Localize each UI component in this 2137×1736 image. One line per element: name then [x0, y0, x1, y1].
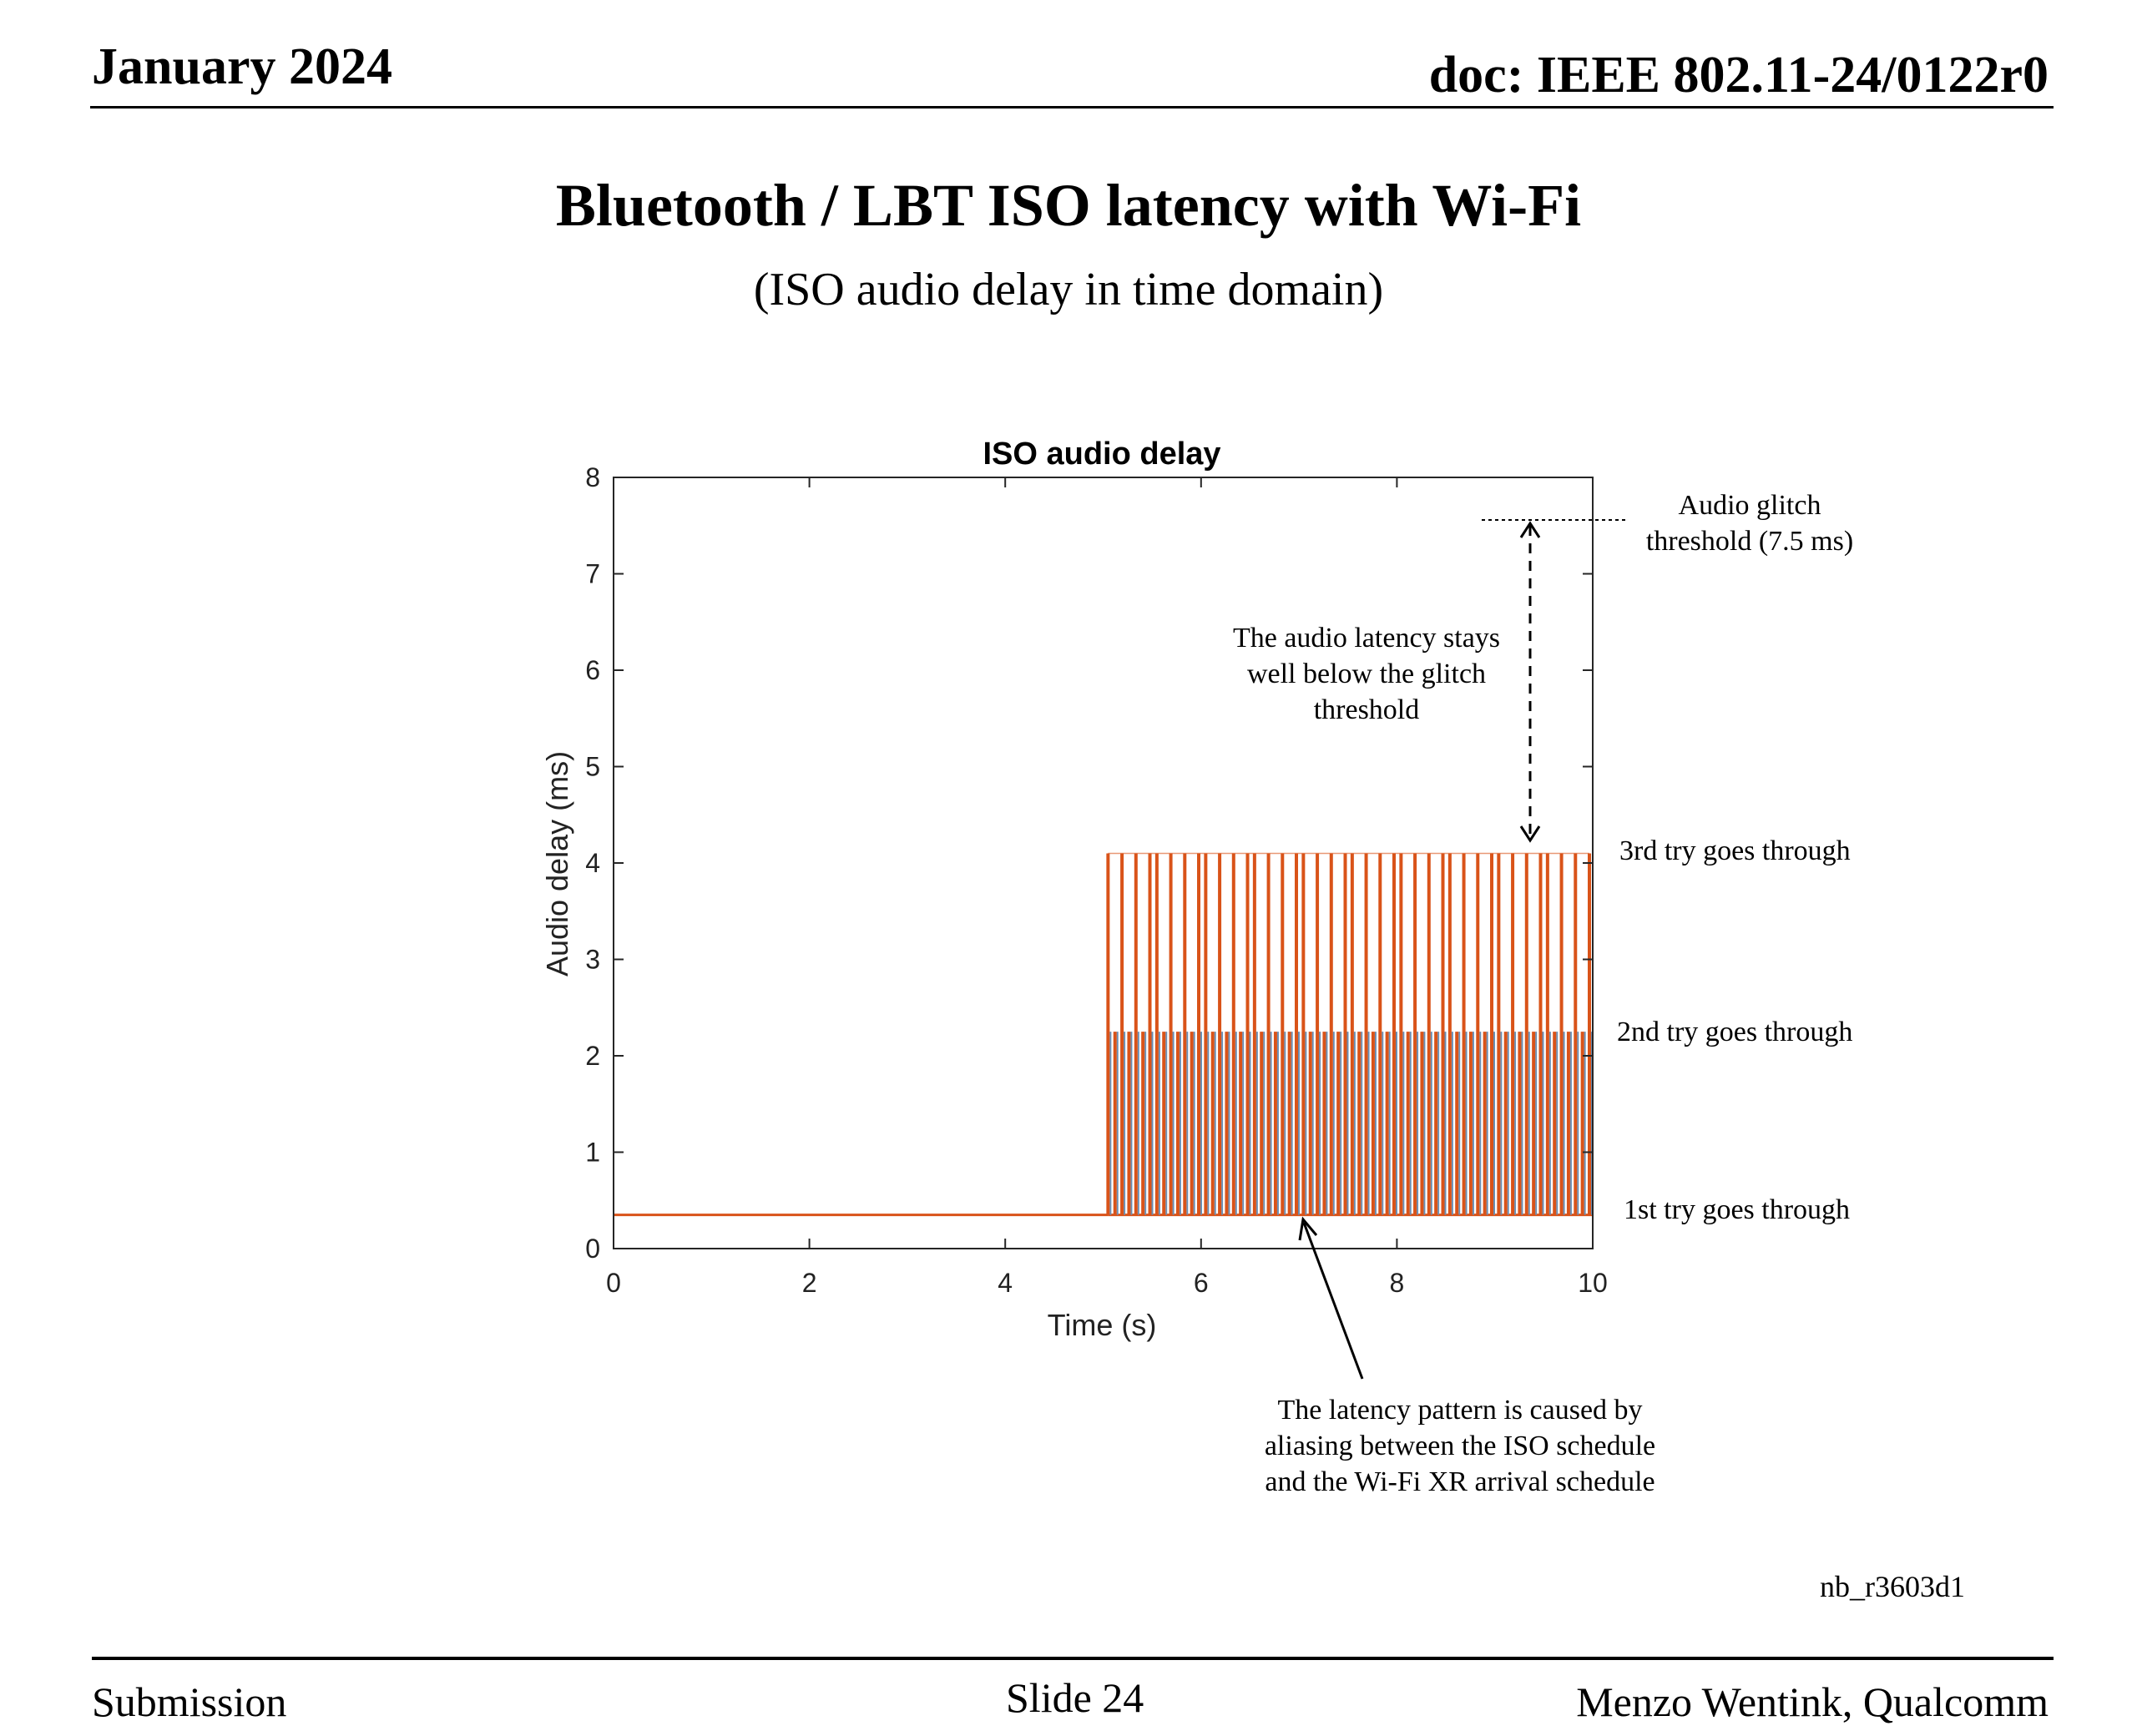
cause-label-3: and the Wi-Fi XR arrival schedule — [1265, 1466, 1655, 1497]
y-tick-label: 2 — [585, 1041, 600, 1071]
footer-slide-number: Slide 24 — [1006, 1674, 1144, 1721]
slide-title: Bluetooth / LBT ISO latency with Wi-Fi — [555, 172, 1582, 239]
second-try-label: 2nd try goes through — [1617, 1017, 1852, 1047]
series-group — [614, 852, 1593, 1217]
chart-iso-audio-delay: 0 2 4 6 8 10 0 1 2 3 4 5 6 7 8 ISO audio delay Time (s… — [540, 437, 1853, 1497]
y-tick-label: 3 — [585, 945, 600, 975]
cause-arrow-shaft — [1302, 1222, 1364, 1380]
threshold-label-1: Audio glitch — [1679, 490, 1821, 521]
x-tick-label: 6 — [1194, 1268, 1209, 1298]
footer-submission: Submission — [92, 1678, 287, 1725]
cause-label-1: The latency pattern is caused by — [1277, 1395, 1642, 1426]
threshold-label-2: threshold (7.5 ms) — [1646, 526, 1853, 557]
y-tick-label: 0 — [585, 1234, 600, 1264]
x-tick-label: 2 — [802, 1268, 817, 1298]
footer-rule — [92, 1657, 2054, 1660]
x-tick-label: 4 — [998, 1268, 1013, 1298]
headroom-arrow-up-icon — [1519, 521, 1541, 538]
cause-arrow-head-icon — [1298, 1216, 1318, 1241]
third-try-label: 3rd try goes through — [1619, 835, 1851, 866]
header-doc-id: doc: IEEE 802.11-24/0122r0 — [1428, 47, 2049, 103]
y-tick-label: 1 — [585, 1138, 600, 1168]
y-tick-label: 8 — [585, 462, 600, 492]
footer-author: Menzo Wentink, Qualcomm — [1576, 1678, 2049, 1725]
first-try-label: 1st try goes through — [1624, 1194, 1850, 1225]
headroom-label-2: well below the glitch — [1247, 659, 1486, 689]
x-tick-label: 8 — [1390, 1268, 1405, 1298]
slide-subtitle: (ISO audio delay in time domain) — [753, 264, 1384, 315]
header-rule — [90, 106, 2054, 108]
chart-title: ISO audio delay — [983, 437, 1220, 472]
y-tick-label: 5 — [585, 752, 600, 782]
y-tick-label: 6 — [585, 655, 600, 685]
x-tick-label: 10 — [1578, 1268, 1608, 1298]
y-axis-title: Audio delay (ms) — [540, 751, 574, 976]
figure-id: nb_r3603d1 — [1820, 1570, 1965, 1603]
headroom-label-1: The audio latency stays — [1233, 623, 1500, 654]
headroom-arrow-down-icon — [1519, 825, 1541, 843]
y-tick-label: 7 — [585, 559, 600, 589]
cause-label-2: aliasing between the ISO schedule — [1265, 1431, 1655, 1461]
headroom-label-3: threshold — [1314, 694, 1420, 725]
y-tick-label: 4 — [585, 848, 600, 878]
x-tick-label: 0 — [606, 1268, 621, 1298]
x-axis-title: Time (s) — [1048, 1308, 1157, 1342]
header-date: January 2024 — [92, 38, 392, 95]
